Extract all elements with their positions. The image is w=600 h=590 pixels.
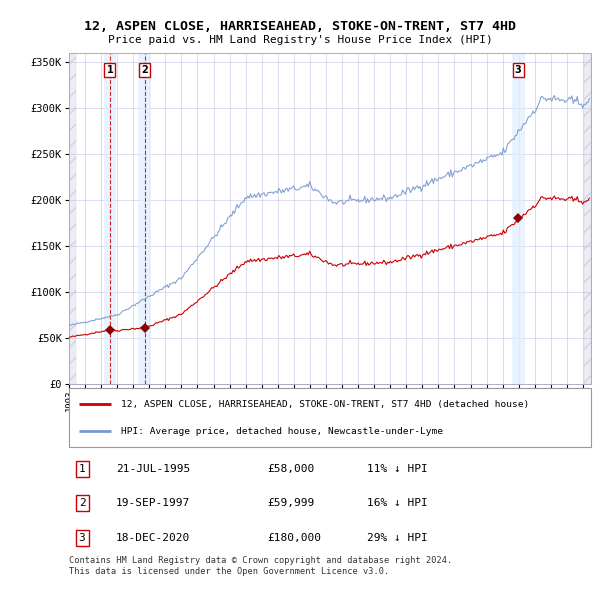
Text: 19-SEP-1997: 19-SEP-1997: [116, 499, 190, 508]
Text: £58,000: £58,000: [268, 464, 314, 474]
Bar: [69, 53, 76, 384]
Text: £59,999: £59,999: [268, 499, 314, 508]
Text: 21-JUL-1995: 21-JUL-1995: [116, 464, 190, 474]
Text: 29% ↓ HPI: 29% ↓ HPI: [367, 533, 427, 543]
Text: 12, ASPEN CLOSE, HARRISEAHEAD, STOKE-ON-TRENT, ST7 4HD (detached house): 12, ASPEN CLOSE, HARRISEAHEAD, STOKE-ON-…: [121, 399, 529, 409]
Text: 1: 1: [107, 65, 113, 76]
Bar: [584, 53, 591, 384]
Text: 12, ASPEN CLOSE, HARRISEAHEAD, STOKE-ON-TRENT, ST7 4HD: 12, ASPEN CLOSE, HARRISEAHEAD, STOKE-ON-…: [84, 20, 516, 33]
Text: 18-DEC-2020: 18-DEC-2020: [116, 533, 190, 543]
Text: HPI: Average price, detached house, Newcastle-under-Lyme: HPI: Average price, detached house, Newc…: [121, 427, 443, 436]
Bar: [139, 53, 151, 384]
Bar: [512, 53, 524, 384]
FancyBboxPatch shape: [69, 388, 591, 447]
Bar: [104, 53, 116, 384]
Text: £180,000: £180,000: [268, 533, 322, 543]
Text: Price paid vs. HM Land Registry's House Price Index (HPI): Price paid vs. HM Land Registry's House …: [107, 35, 493, 45]
Text: 2: 2: [142, 65, 148, 76]
Text: 16% ↓ HPI: 16% ↓ HPI: [367, 499, 427, 508]
Text: 3: 3: [515, 65, 521, 76]
Text: 3: 3: [79, 533, 85, 543]
Text: 11% ↓ HPI: 11% ↓ HPI: [367, 464, 427, 474]
Text: Contains HM Land Registry data © Crown copyright and database right 2024.
This d: Contains HM Land Registry data © Crown c…: [69, 556, 452, 576]
Text: 1: 1: [79, 464, 85, 474]
Text: 2: 2: [79, 499, 85, 508]
